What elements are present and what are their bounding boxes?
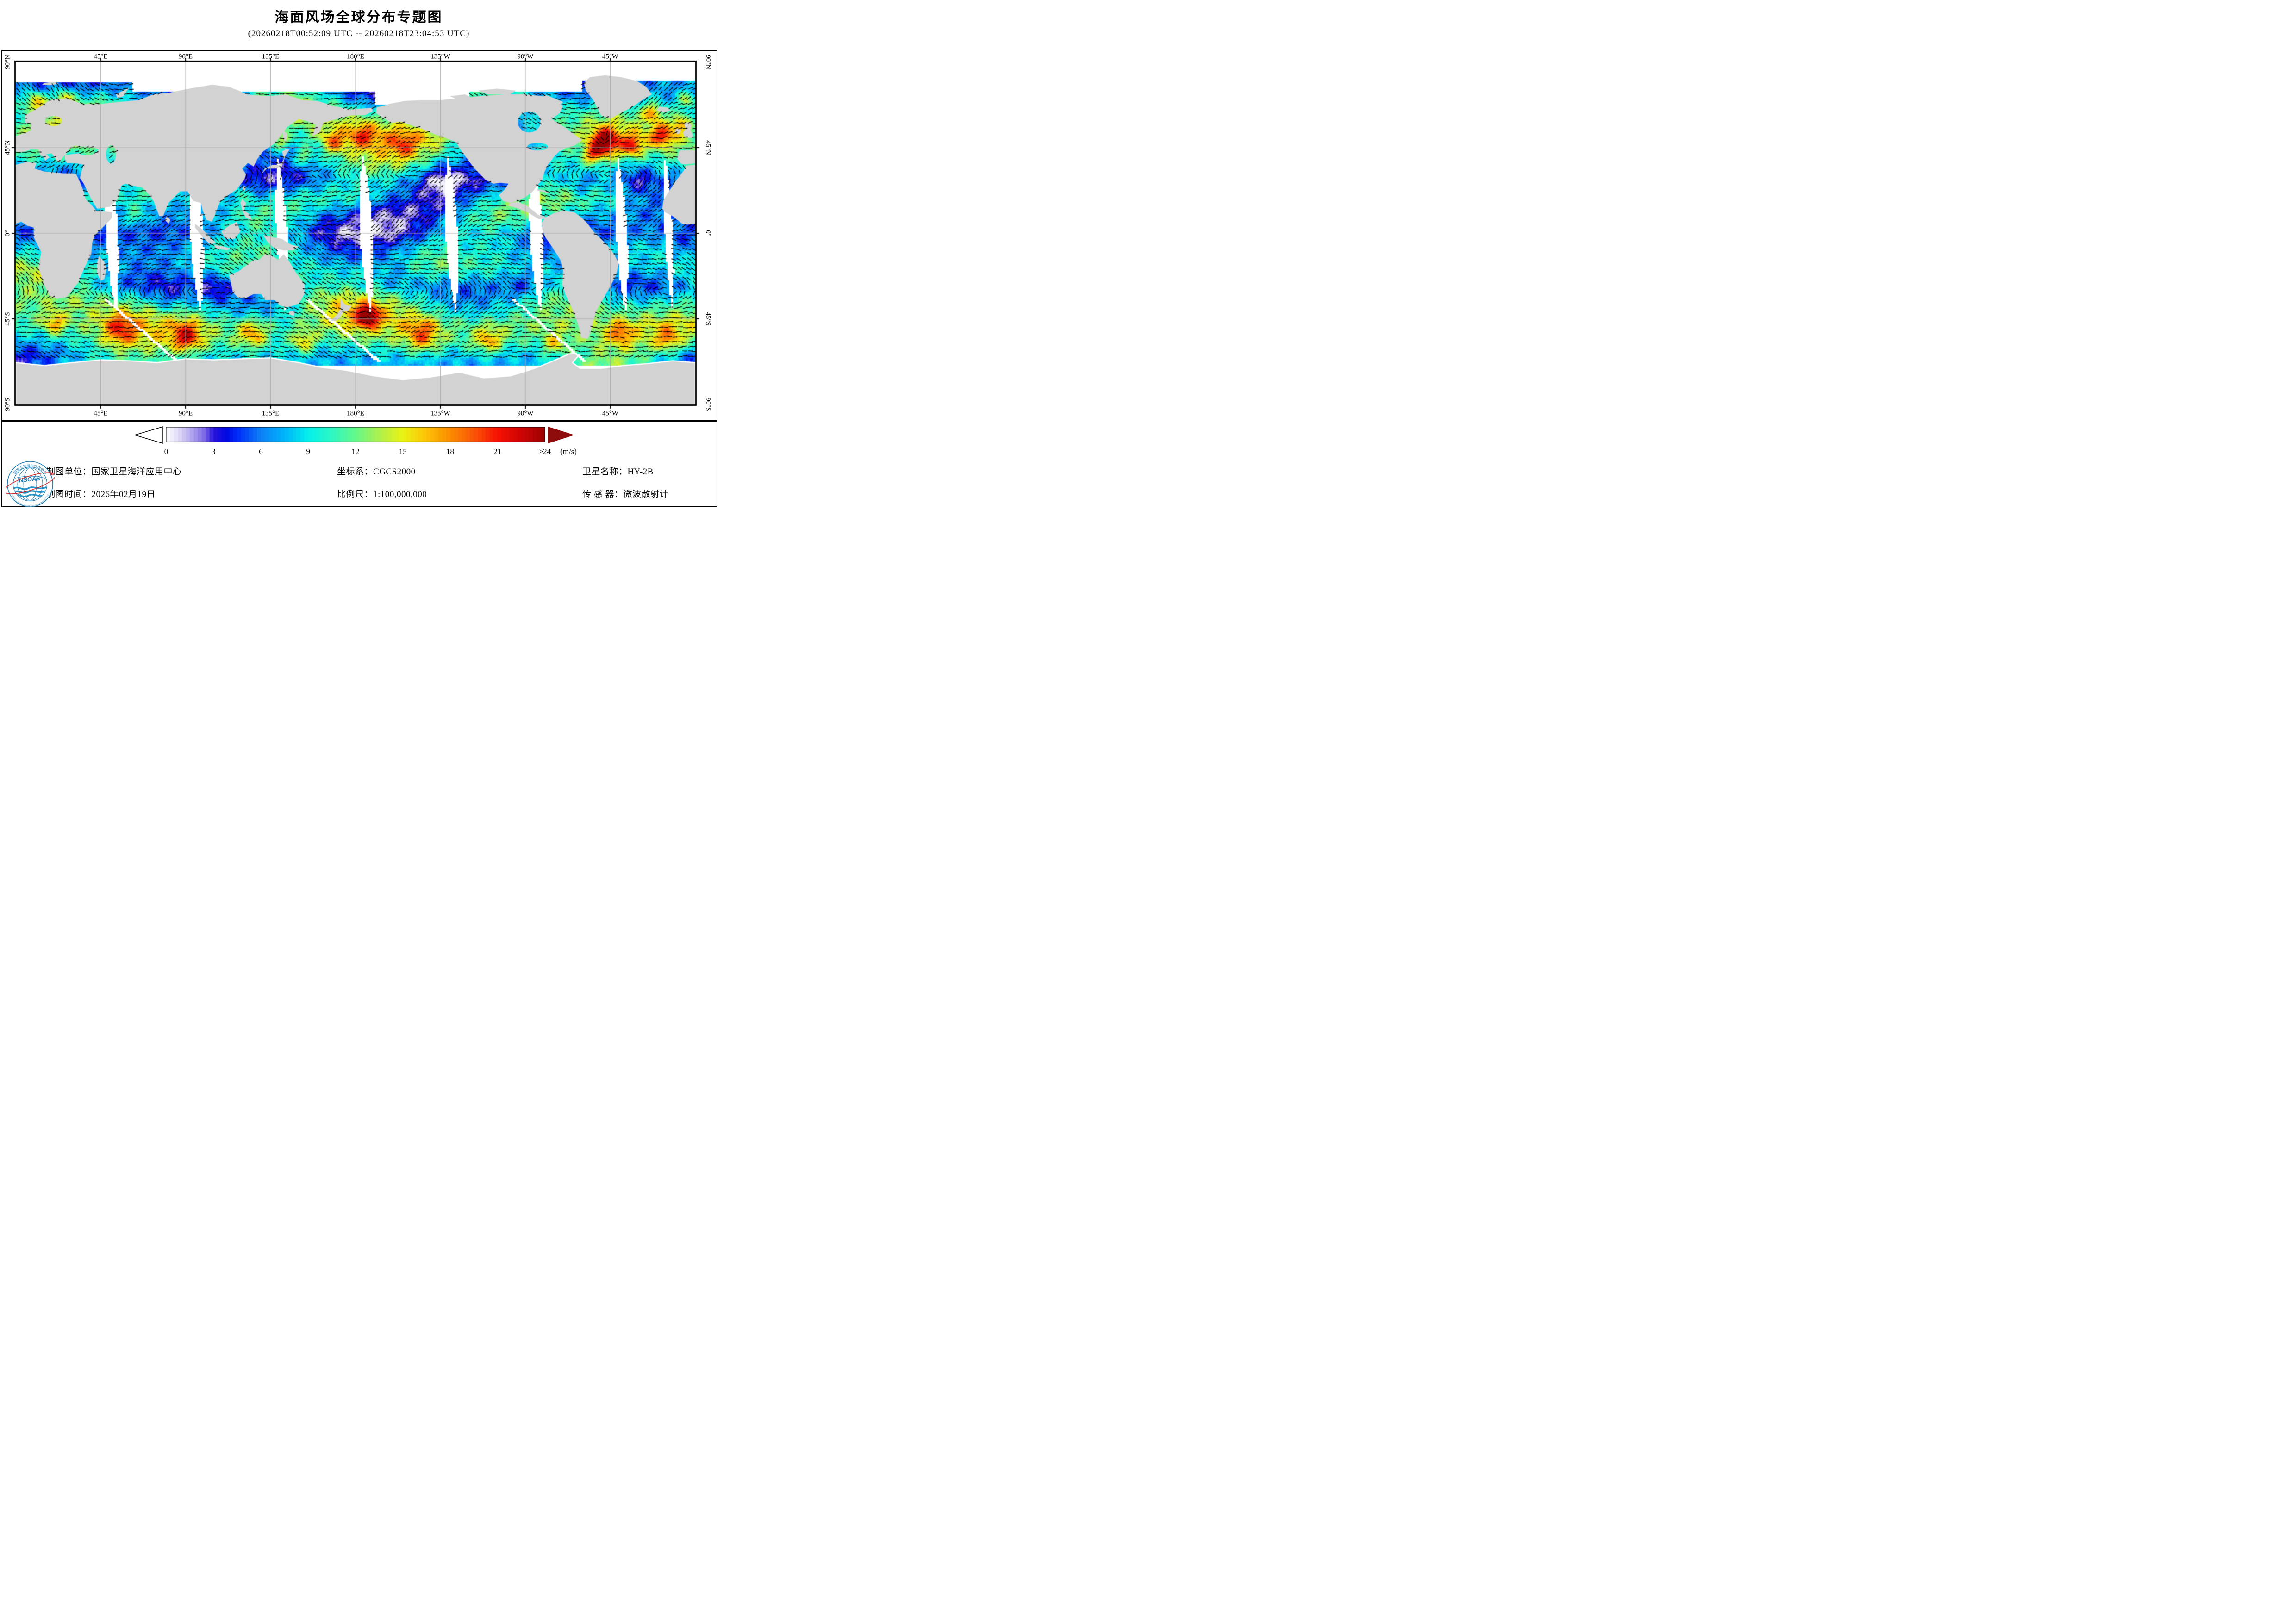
axis-label: 180°E (347, 53, 364, 61)
page-title: 海面风场全球分布专题图 (275, 10, 443, 25)
colorbar-tick-label: 9 (306, 447, 311, 456)
logo-inner-ring (12, 466, 48, 502)
axis-label: 90°N (704, 55, 712, 69)
colorbar-end-arrows (133, 426, 574, 444)
axis-label: 0° (4, 230, 12, 236)
colorbar-tick-label: 15 (399, 447, 407, 456)
colorbar-right-arrow-icon (548, 427, 574, 443)
colorbar-gradient (166, 427, 545, 442)
time-range-subtitle: (20260218T00:52:09 UTC -- 20260218T23:04… (248, 29, 470, 38)
footer-value: HY-2B (627, 467, 654, 477)
axis-label: 45°E (94, 53, 108, 61)
colorbar-tick-label: ≥24 (538, 447, 551, 456)
colorbar-tick-label: 6 (259, 447, 263, 456)
axis-label: 45°W (602, 53, 619, 61)
axis-label: 45°S (704, 312, 712, 326)
colorbar-left-arrow-icon (133, 426, 163, 444)
axis-label: 90°E (178, 410, 193, 417)
footer-satellite-name: 卫星名称：HY-2B (582, 465, 654, 477)
axis-label: 135°E (262, 410, 280, 417)
logo-wave-icon (13, 486, 47, 490)
axis-label: 90°E (178, 53, 193, 61)
footer-scale: 比例尺：1:100,000,000 (337, 487, 427, 500)
footer-value: 1:100,000,000 (373, 490, 427, 499)
axis-label: 135°E (262, 53, 280, 61)
nsoas-logo: 国家卫星海洋应用中心 NATIONAL SATELLITE OCEAN APPL… (6, 461, 55, 507)
footer-mapping-date: 制图时间：2026年02月19日 (46, 487, 156, 500)
axis-label: 45°S (4, 312, 12, 326)
footer-label: 制图单位： (46, 467, 92, 477)
axis-label: 90°S (4, 398, 12, 411)
logo-orbit-icon (6, 472, 55, 494)
footer-label: 传 感 器： (582, 490, 624, 499)
footer-value: 国家卫星海洋应用中心 (91, 467, 182, 477)
axis-label: 180°E (347, 410, 364, 417)
footer-mapping-unit: 制图单位：国家卫星海洋应用中心 (46, 465, 182, 477)
footer-label: 卫星名称： (582, 467, 628, 477)
colorbar-tick-label: 21 (493, 447, 502, 456)
logo-satellite-dot-icon (50, 473, 53, 475)
footer-coordinate-system: 坐标系：CGCS2000 (337, 465, 416, 477)
footer-label: 比例尺： (337, 490, 374, 499)
axis-label: 45°E (94, 410, 108, 417)
footer-sensor: 传 感 器：微波散射计 (582, 487, 668, 500)
axis-label: 90°W (517, 410, 534, 417)
axis-label: 135°W (430, 53, 450, 61)
axis-label: 135°W (430, 410, 450, 417)
axis-label: 45°W (602, 410, 619, 417)
colorbar-tick-label: 18 (446, 447, 454, 456)
footer-value: CGCS2000 (373, 467, 416, 477)
logo-acronym: NSOAS (19, 475, 41, 484)
colorbar-tick-label: 12 (351, 447, 360, 456)
axis-label: 90°W (517, 53, 534, 61)
footer-label: 坐标系： (337, 467, 374, 477)
colorbar-tick-label: 0 (164, 447, 168, 456)
wind-map-page: 海面风场全球分布专题图 (20260218T00:52:09 UTC -- 20… (0, 0, 718, 507)
axis-label: 45°N (4, 140, 12, 155)
axis-label: 90°S (704, 398, 712, 411)
world-wind-field-map (11, 57, 700, 410)
axis-label: 0° (704, 230, 712, 236)
colorbar-unit-label: (m/s) (560, 447, 577, 456)
axis-label: 45°N (704, 140, 712, 155)
logo-wave-icon (13, 490, 47, 494)
footer-value: 微波散射计 (623, 490, 669, 499)
panel-divider (1, 420, 717, 422)
footer-label: 制图时间： (46, 490, 92, 499)
outer-frame (1, 50, 718, 507)
colorbar-tick-label: 3 (212, 447, 216, 456)
footer-value: 2026年02月19日 (91, 490, 156, 499)
axis-label: 90°N (4, 55, 12, 69)
